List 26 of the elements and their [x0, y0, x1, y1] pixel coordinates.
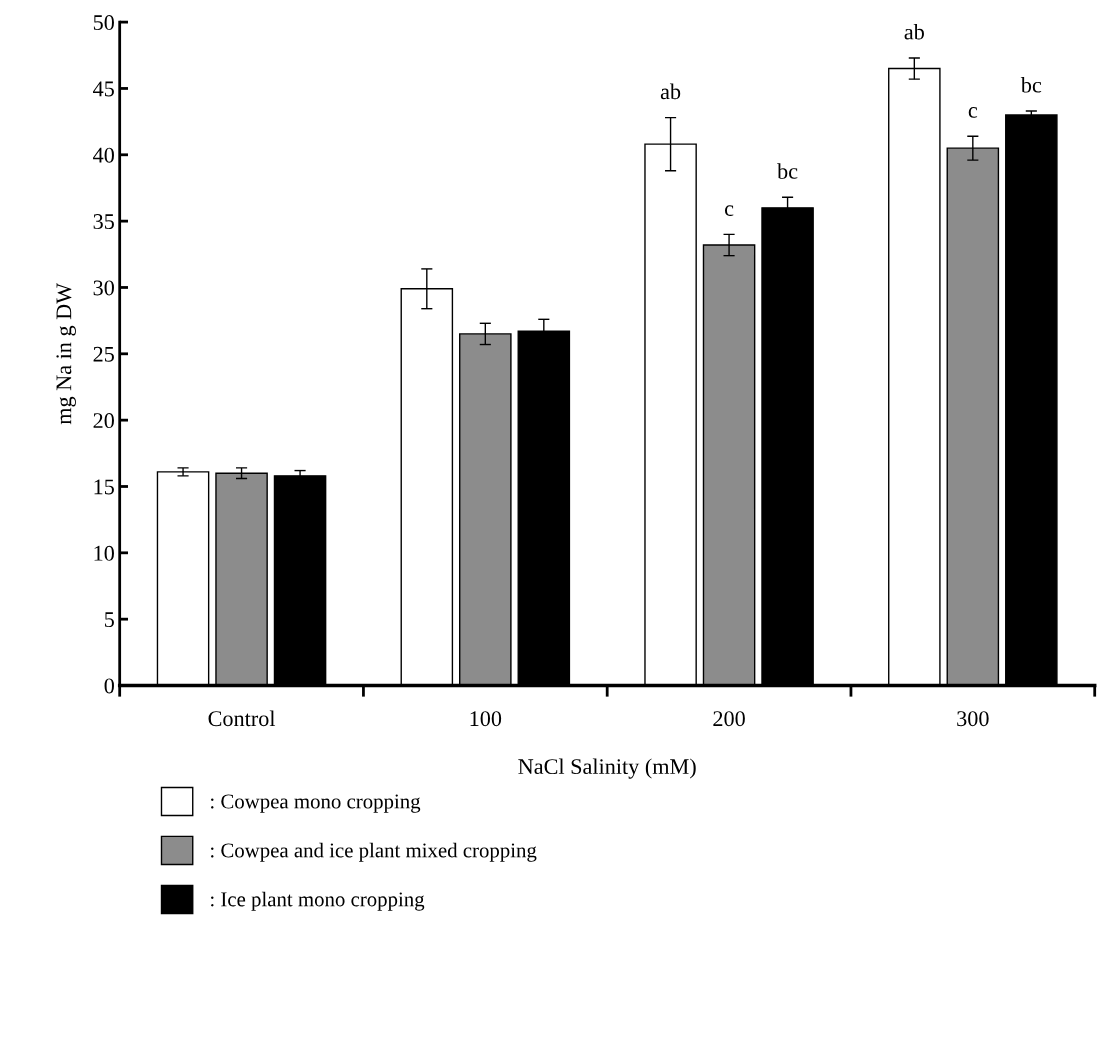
y-tick-label: 40 — [93, 147, 114, 163]
y-tick-label: 0 — [104, 678, 114, 694]
data-label: ab — [904, 23, 924, 40]
y-tick-label: 10 — [94, 545, 114, 561]
y-tick-label: 15 — [94, 479, 114, 495]
data-label: bc — [777, 163, 798, 179]
y-tick-label: 20 — [93, 413, 114, 429]
y-tick-label: 50 — [93, 15, 114, 31]
y-tick-label: 35 — [93, 214, 114, 230]
x-tick-label: 200 — [713, 711, 745, 727]
legend-label: : Ice plant mono cropping — [211, 891, 425, 911]
x-tick-label: Control — [208, 710, 276, 727]
data-label: ab — [660, 83, 681, 100]
data-label: bc — [1020, 76, 1042, 93]
x-tick-label: 300 — [957, 711, 989, 727]
y-tick-label: 30 — [93, 280, 114, 296]
legend-label: : Cowpea mono cropping — [211, 794, 421, 813]
y-tick-label: 5 — [105, 612, 114, 628]
y-tick-label: 25 — [93, 346, 114, 362]
y-tick-label: 45 — [93, 81, 114, 97]
x-axis-title: NaCl Salinity (mM) — [518, 758, 696, 779]
legend-label: : Cowpea and ice plant mixed cropping — [211, 842, 537, 862]
data-label: c — [724, 205, 734, 216]
y-axis-title: mg Na in g DW — [56, 282, 76, 425]
data-label: c — [968, 107, 978, 118]
x-tick-label: 100 — [470, 711, 502, 727]
